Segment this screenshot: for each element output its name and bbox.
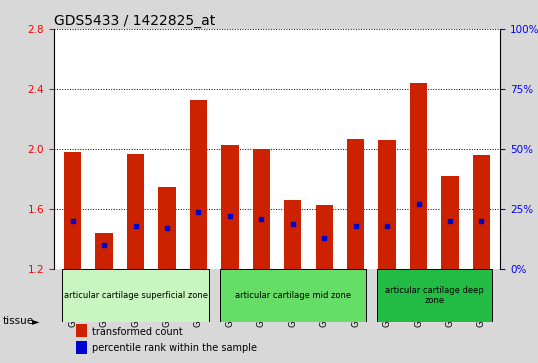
Bar [220, 269, 366, 322]
Bar [62, 269, 209, 322]
Bar [473, 155, 490, 269]
Bar [76, 325, 87, 337]
Text: percentile rank within the sample: percentile rank within the sample [92, 343, 257, 353]
Bar [221, 144, 238, 269]
Bar [64, 152, 81, 269]
Bar [347, 139, 364, 269]
Bar [127, 154, 144, 269]
Text: articular cartilage mid zone: articular cartilage mid zone [235, 291, 351, 300]
Text: GDS5433 / 1422825_at: GDS5433 / 1422825_at [54, 14, 215, 28]
Text: tissue: tissue [3, 316, 34, 326]
Text: articular cartilage superficial zone: articular cartilage superficial zone [63, 291, 208, 300]
Bar [95, 233, 113, 269]
Bar [377, 269, 492, 322]
Text: ►: ► [32, 316, 40, 326]
Bar [158, 187, 175, 269]
Bar [284, 200, 301, 269]
Bar [379, 140, 396, 269]
Text: articular cartilage deep
zone: articular cartilage deep zone [385, 286, 484, 305]
Bar [441, 176, 459, 269]
Bar [410, 83, 427, 269]
Bar [190, 99, 207, 269]
Bar [76, 341, 87, 354]
Bar [316, 205, 333, 269]
Text: transformed count: transformed count [92, 327, 182, 337]
Bar [253, 149, 270, 269]
